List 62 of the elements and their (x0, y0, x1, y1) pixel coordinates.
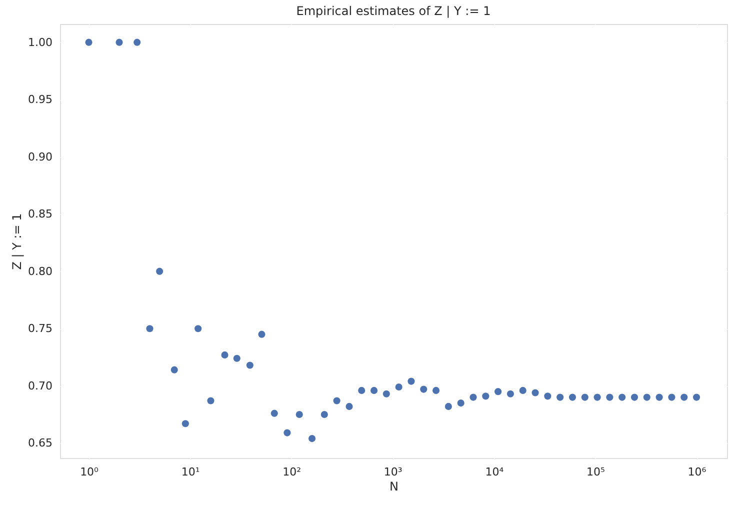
point (692, 394, 700, 401)
point (594, 394, 601, 401)
point (532, 389, 539, 396)
point (482, 392, 490, 400)
point (618, 394, 626, 401)
x-tick-label: 10⁰ (80, 466, 100, 478)
point (680, 394, 688, 401)
point (221, 351, 228, 358)
point (656, 394, 663, 401)
point (457, 400, 464, 407)
point (170, 366, 178, 374)
point (544, 392, 552, 400)
point (320, 410, 328, 418)
x-tick-label: 10⁵ (586, 466, 605, 478)
point (308, 435, 316, 442)
point (246, 362, 254, 369)
y-tick-label: 0.80 (28, 264, 52, 278)
point (270, 410, 278, 417)
point (370, 386, 378, 394)
point (444, 402, 452, 410)
x-tick-label: 10⁴ (485, 466, 504, 478)
y-tick-label: 0.85 (28, 208, 52, 221)
point (668, 394, 676, 401)
point (333, 397, 340, 404)
point (643, 394, 650, 401)
point (519, 386, 526, 394)
x-tick-label: 10³ (384, 466, 402, 478)
point (194, 325, 202, 332)
point (606, 394, 614, 401)
point (395, 383, 402, 391)
point (346, 402, 353, 410)
x-axis-title: N (390, 480, 398, 494)
point (506, 390, 514, 398)
point (630, 394, 638, 401)
point (382, 390, 390, 398)
y-axis-title: Z | Y := 1 (10, 213, 24, 270)
y-tick-label: 0.65 (28, 436, 52, 450)
point (420, 386, 428, 393)
point (284, 429, 291, 436)
y-tick-label: 0.70 (28, 379, 52, 392)
point (568, 394, 576, 401)
x-tick-label: 10⁶ (688, 466, 707, 478)
y-tick-label: 0.75 (28, 322, 52, 336)
point (358, 386, 366, 394)
chart-title: Empirical estimates of Z | Y := 1 (296, 4, 491, 18)
point (146, 325, 154, 332)
point (581, 394, 588, 401)
point (207, 397, 214, 404)
point (296, 410, 303, 418)
point (494, 388, 502, 396)
y-tick-label: 0.90 (28, 150, 52, 164)
point (470, 394, 477, 401)
point (258, 330, 266, 338)
point (134, 38, 141, 46)
x-tick-label: 10² (282, 466, 302, 478)
point (556, 394, 564, 401)
y-tick-label: 0.95 (28, 93, 52, 106)
point (408, 378, 415, 385)
x-tick-label: 10¹ (181, 466, 200, 478)
point (432, 386, 440, 394)
point (233, 354, 240, 362)
y-tick-label: 1.00 (28, 36, 52, 49)
